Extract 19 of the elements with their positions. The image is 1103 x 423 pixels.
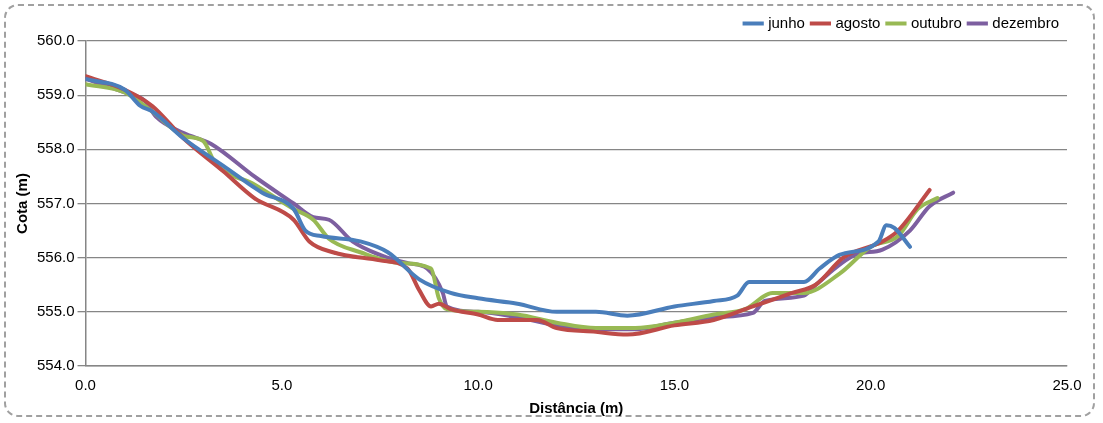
x-tick-label: 5.0	[271, 376, 293, 394]
y-axis-title: Cota (m)	[13, 173, 31, 234]
y-tick-label: 558.0	[36, 139, 75, 157]
x-tick-label: 25.0	[1052, 376, 1082, 394]
y-tick-label: 559.0	[36, 85, 75, 103]
y-tick-label: 557.0	[36, 193, 75, 211]
legend-label: dezembro	[992, 13, 1059, 31]
legend-label: agosto	[835, 13, 881, 31]
x-axis-title: Distância (m)	[529, 399, 624, 417]
y-tick-label: 555.0	[36, 301, 75, 319]
x-tick-label: 20.0	[856, 376, 886, 394]
x-tick-label: 15.0	[659, 376, 690, 394]
y-tick-label: 560.0	[36, 31, 75, 49]
y-tick-label: 556.0	[36, 247, 75, 265]
y-tick-label: 554.0	[36, 356, 75, 374]
legend-label: outubro	[910, 13, 962, 31]
x-tick-label: 10.0	[463, 376, 493, 394]
legend-label: junho	[767, 13, 805, 31]
x-tick-label: 0.0	[75, 376, 96, 394]
